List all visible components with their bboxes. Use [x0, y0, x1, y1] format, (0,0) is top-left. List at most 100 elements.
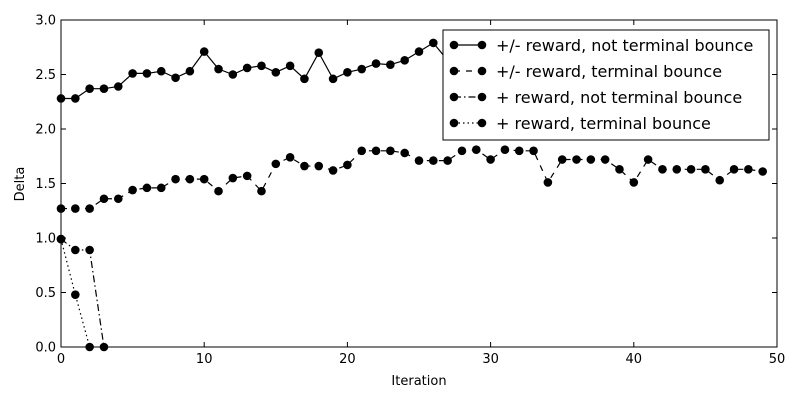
legend-box [442, 29, 770, 141]
data-point [300, 74, 309, 84]
data-point [257, 61, 266, 71]
series-2 [56, 145, 767, 213]
data-point [715, 175, 725, 185]
data-point [71, 204, 80, 213]
x-tick-label: 10 [196, 352, 213, 367]
data-point [744, 165, 753, 174]
y-tick-label: 1.5 [35, 177, 56, 192]
x-tick-label: 30 [482, 352, 499, 367]
x-tick-label: 40 [626, 352, 643, 367]
x-axis-label: Iteration [391, 374, 446, 389]
series-line [60, 238, 105, 348]
legend-item: + reward, not terminal bounce [449, 88, 742, 107]
data-point [457, 146, 467, 156]
data-point [257, 186, 266, 196]
legend-label: +/- reward, terminal bounce [496, 62, 722, 81]
data-point [586, 155, 596, 164]
data-point [271, 68, 281, 77]
legend-marker [477, 66, 487, 76]
legend-item: + reward, terminal bounce [449, 114, 711, 133]
data-point [386, 146, 395, 156]
legend-item: +/- reward, not terminal bounce [449, 36, 753, 55]
data-point [400, 148, 409, 158]
data-point [185, 66, 195, 76]
y-tick-label: 3.0 [35, 14, 56, 29]
y-tick-label: 0.0 [35, 341, 56, 356]
x-tick-label: 20 [339, 352, 356, 367]
data-point [85, 84, 94, 93]
data-point [672, 165, 682, 174]
x-tick-label: 50 [769, 352, 786, 367]
legend-marker [449, 66, 459, 76]
data-point [71, 94, 80, 103]
data-point [615, 165, 624, 174]
x-tick-label: 0 [57, 352, 65, 367]
data-point [228, 70, 238, 79]
data-point [128, 69, 137, 78]
data-point [543, 178, 553, 187]
data-point [156, 183, 166, 193]
data-point [343, 68, 352, 77]
y-tick-label: 0.5 [35, 286, 56, 301]
data-point [414, 156, 424, 165]
data-point [199, 174, 209, 184]
data-point [371, 146, 381, 156]
data-point [414, 47, 424, 56]
data-point [658, 165, 667, 174]
data-point [729, 165, 739, 174]
data-point [328, 74, 338, 84]
plot-series [56, 38, 767, 352]
data-point [686, 165, 696, 174]
data-point [85, 245, 94, 255]
data-point [357, 146, 367, 156]
data-point [600, 155, 610, 164]
data-point [471, 145, 481, 155]
data-point [214, 64, 223, 74]
data-point [142, 69, 152, 78]
data-point [71, 290, 80, 299]
data-point [328, 166, 338, 175]
data-point [529, 146, 538, 156]
series-line [60, 238, 91, 348]
data-point [228, 173, 238, 183]
data-point [371, 59, 381, 68]
data-point [242, 171, 252, 181]
data-point [171, 174, 180, 184]
legend-label: + reward, terminal bounce [496, 114, 711, 133]
data-point [71, 245, 80, 255]
data-point [500, 145, 510, 155]
data-point [285, 153, 295, 162]
legend-marker [477, 40, 487, 50]
data-point [314, 48, 324, 57]
legend-label: + reward, not terminal bounce [496, 88, 742, 107]
series-4 [56, 234, 94, 352]
data-point [514, 146, 524, 156]
y-tick-label: 1.0 [35, 232, 56, 247]
data-point [572, 155, 581, 164]
data-point [99, 194, 109, 204]
data-point [557, 155, 567, 164]
data-point [357, 64, 367, 74]
data-point [185, 174, 195, 184]
data-point [314, 161, 324, 171]
x-axis-ticks: 0 10 20 30 40 50 [57, 20, 785, 367]
data-point [429, 156, 438, 165]
legend-marker [477, 92, 487, 102]
legend-marker [449, 118, 459, 128]
legend-label: +/- reward, not terminal bounce [496, 36, 753, 55]
data-point [443, 156, 452, 165]
data-point [643, 155, 653, 164]
data-point [271, 159, 281, 169]
data-point [171, 73, 180, 83]
data-point [113, 82, 123, 91]
legend: +/- reward, not terminal bounce +/- rewar… [442, 29, 770, 141]
data-point [343, 160, 352, 170]
data-point [300, 161, 309, 171]
data-point [429, 38, 438, 48]
legend-marker [449, 40, 459, 50]
legend-marker [477, 118, 487, 128]
y-tick-label: 2.0 [35, 123, 56, 138]
y-axis-ticks: 0.0 0.5 1.0 1.5 2.0 2.5 3.0 [35, 14, 777, 356]
data-point [99, 84, 109, 93]
